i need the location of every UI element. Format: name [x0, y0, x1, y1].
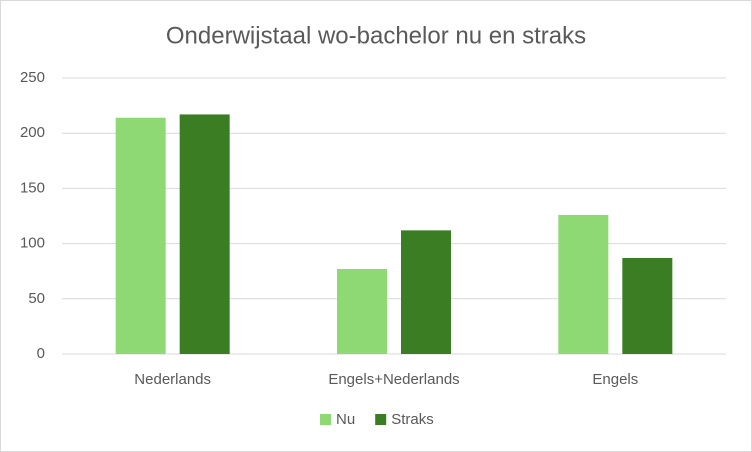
bar	[622, 257, 673, 354]
legend-label: Nu	[336, 411, 355, 428]
bar	[179, 114, 230, 354]
x-tick-label: Nederlands	[134, 371, 211, 388]
bar	[337, 268, 387, 354]
y-tick-label: 250	[20, 69, 45, 86]
y-tick-label: 200	[20, 124, 45, 141]
legend-swatch	[320, 414, 331, 425]
legend-label: Straks	[391, 411, 434, 428]
bar	[115, 117, 166, 354]
x-tick-label: Engels+Nederlands	[328, 371, 459, 388]
y-tick-label: 150	[20, 179, 45, 196]
y-tick-label: 50	[28, 290, 45, 307]
bar	[401, 230, 451, 354]
bar	[558, 214, 609, 354]
chart-title: Onderwijstaal wo-bachelor nu en straks	[166, 22, 586, 49]
x-tick-label: Engels	[592, 371, 638, 388]
legend-swatch	[375, 414, 387, 425]
y-tick-label: 100	[20, 235, 45, 252]
y-tick-label: 0	[37, 345, 45, 362]
